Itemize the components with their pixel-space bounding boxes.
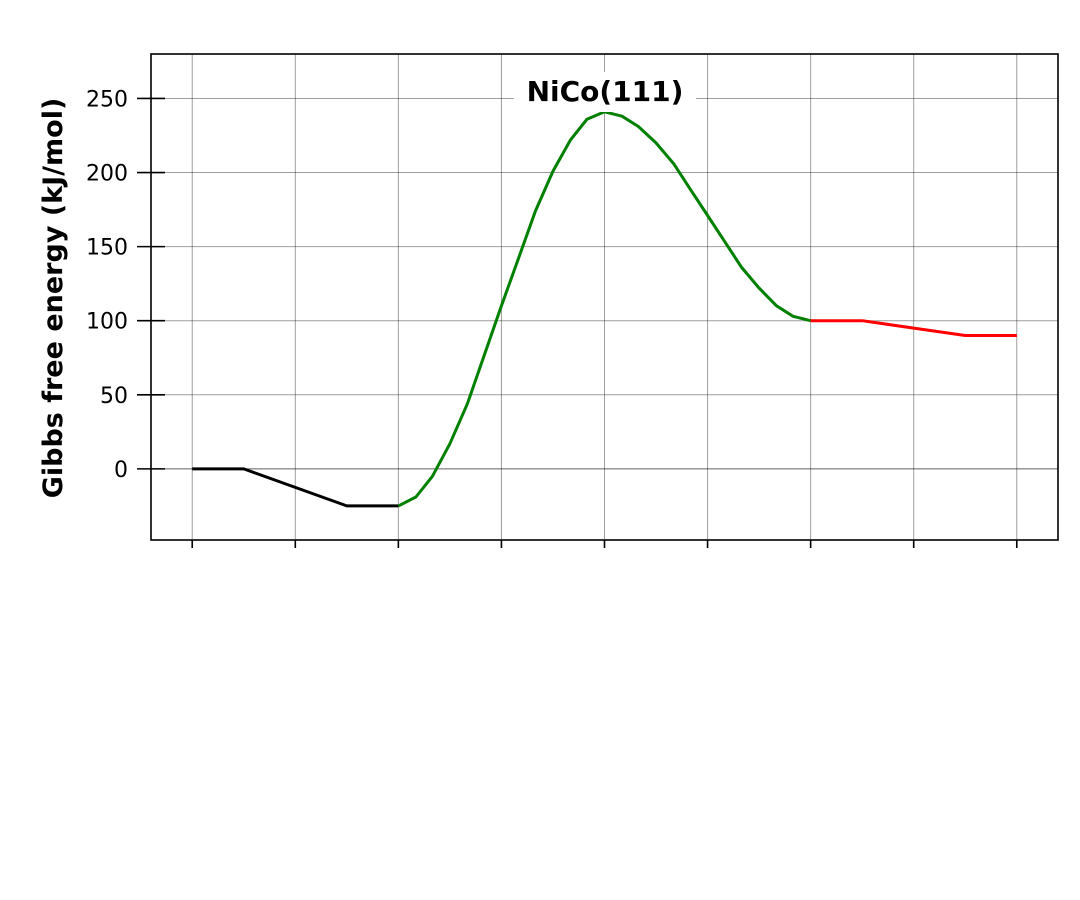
y-tick-label-5: 250 [86, 87, 128, 112]
y-tick-label-1: 50 [100, 384, 128, 409]
series-line-2 [810, 319, 1017, 337]
series-line-0 [192, 467, 399, 508]
chart-title: NiCo(111) [527, 75, 684, 108]
y-tick-label-3: 150 [86, 236, 128, 261]
y-tick-label-0: 0 [114, 458, 128, 483]
y-tick-label-2: 100 [86, 310, 128, 335]
y-axis-label: Gibbs free energy (kJ/mol) [38, 98, 69, 499]
chart-title-background [514, 72, 696, 112]
grid-lines [151, 54, 1058, 540]
plot-frame [150, 53, 1059, 541]
chart-title-group: NiCo(111) [514, 72, 696, 112]
axis-ticks: 0 50 100 150 200 250 [86, 87, 1018, 548]
y-tick-label-4: 200 [86, 162, 128, 187]
